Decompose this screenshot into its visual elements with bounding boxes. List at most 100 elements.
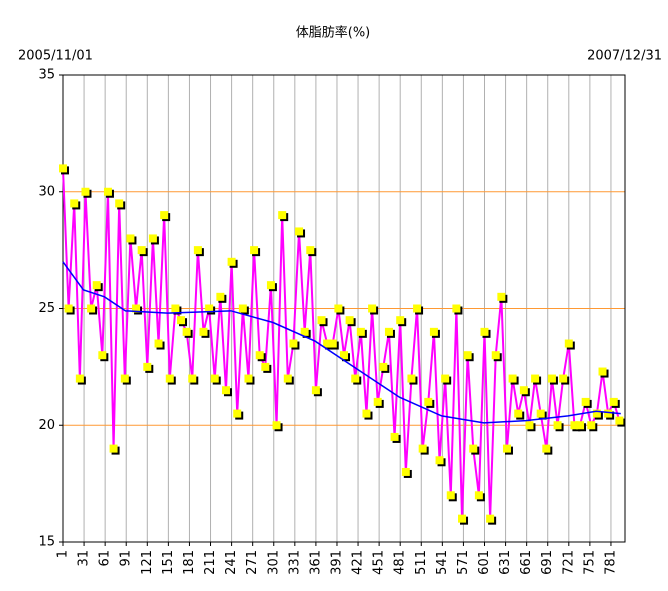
x-tick-label: 511 — [414, 550, 429, 575]
marker — [553, 421, 562, 430]
marker — [92, 281, 101, 290]
marker — [452, 304, 461, 313]
x-tick-label: 421 — [351, 550, 366, 575]
marker — [328, 339, 337, 348]
marker — [486, 514, 495, 523]
marker — [238, 304, 247, 313]
marker — [435, 456, 444, 465]
marker — [109, 444, 118, 453]
marker — [132, 304, 141, 313]
marker — [536, 409, 545, 418]
marker — [70, 199, 79, 208]
marker — [502, 444, 511, 453]
marker — [205, 304, 214, 313]
x-tick-label: 451 — [372, 550, 387, 575]
x-tick-label: 1 — [56, 550, 71, 558]
marker — [227, 257, 236, 266]
marker — [216, 292, 225, 301]
marker — [98, 351, 107, 360]
marker — [261, 362, 270, 371]
x-tick-label: 631 — [498, 550, 513, 575]
marker — [126, 234, 135, 243]
marker — [345, 316, 354, 325]
marker — [115, 199, 124, 208]
marker — [233, 409, 242, 418]
marker — [120, 374, 129, 383]
marker — [531, 374, 540, 383]
marker — [87, 304, 96, 313]
marker — [171, 304, 180, 313]
y-tick-label: 35 — [38, 68, 55, 83]
marker — [598, 367, 607, 376]
marker — [340, 351, 348, 360]
marker — [143, 362, 152, 371]
marker — [103, 187, 112, 196]
y-tick-label: 30 — [38, 184, 55, 199]
x-tick-label: 121 — [140, 550, 155, 575]
marker — [311, 386, 320, 395]
x-tick-label: 721 — [561, 550, 576, 575]
x-tick-label: 271 — [245, 550, 260, 575]
chart-title: 体脂肪率(%) — [296, 25, 371, 41]
marker — [199, 327, 208, 336]
marker — [306, 246, 315, 255]
marker — [362, 409, 371, 418]
marker — [266, 281, 275, 290]
x-tick-label: 391 — [329, 550, 344, 575]
x-tick-label: 241 — [224, 550, 239, 575]
marker — [289, 339, 298, 348]
marker — [497, 292, 506, 301]
marker — [441, 374, 450, 383]
marker — [300, 327, 309, 336]
marker — [418, 444, 427, 453]
x-tick-label: 481 — [393, 550, 408, 575]
marker — [446, 491, 455, 500]
marker — [373, 397, 382, 406]
x-tick-label: 361 — [308, 550, 323, 575]
marker — [250, 246, 259, 255]
marker — [587, 421, 596, 430]
marker — [244, 374, 253, 383]
marker — [604, 409, 613, 418]
marker — [64, 304, 73, 313]
marker — [615, 416, 624, 425]
marker — [81, 187, 90, 196]
marker — [295, 227, 304, 236]
marker — [570, 421, 579, 430]
marker — [351, 374, 360, 383]
marker — [592, 409, 601, 418]
x-tick-label: 31 — [77, 550, 92, 567]
start-date: 2005/11/01 — [18, 49, 93, 64]
marker — [413, 304, 422, 313]
marker — [154, 339, 163, 348]
x-tick-label: 151 — [161, 550, 176, 575]
x-tick-label: 661 — [519, 550, 534, 575]
marker — [542, 444, 551, 453]
marker — [525, 421, 534, 430]
x-tick-label: 751 — [582, 550, 597, 575]
marker — [469, 444, 478, 453]
y-tick-label: 25 — [38, 301, 55, 316]
x-tick-label: 781 — [603, 550, 618, 575]
marker — [177, 316, 186, 325]
marker — [272, 421, 281, 430]
marker — [463, 351, 472, 360]
marker — [75, 374, 84, 383]
marker — [148, 234, 157, 243]
marker — [491, 351, 500, 360]
x-tick-label: 91 — [119, 550, 134, 567]
y-tick-label: 15 — [38, 535, 55, 550]
x-tick-label: 181 — [182, 550, 197, 575]
marker — [581, 397, 590, 406]
x-tick-label: 541 — [435, 550, 450, 575]
marker — [474, 491, 483, 500]
marker — [401, 467, 410, 476]
marker — [384, 327, 393, 336]
marker — [564, 339, 573, 348]
x-tick-label: 571 — [456, 550, 471, 575]
marker — [547, 374, 556, 383]
marker — [508, 374, 517, 383]
marker — [424, 397, 433, 406]
marker — [160, 211, 169, 220]
